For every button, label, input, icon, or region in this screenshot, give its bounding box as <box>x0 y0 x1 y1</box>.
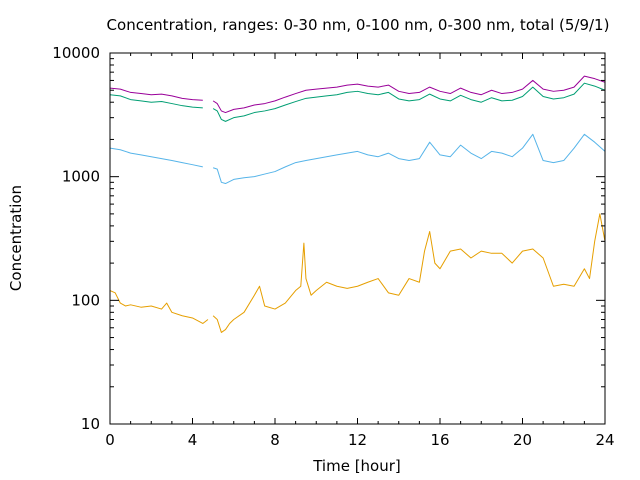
x-tick-label: 8 <box>270 431 280 449</box>
x-tick-label: 0 <box>105 431 115 449</box>
series-line-3 <box>109 133 606 185</box>
x-axis: 0 4 8 12 16 20 24 <box>105 53 615 449</box>
chart-title: Concentration, ranges: 0-30 nm, 0-100 nm… <box>107 16 610 34</box>
x-tick-label: 12 <box>348 431 367 449</box>
x-tick-label: 20 <box>513 431 532 449</box>
series-line-1 <box>109 75 606 114</box>
y-tick-label: 10000 <box>52 44 100 62</box>
x-axis-label: Time [hour] <box>312 457 401 475</box>
plot-frame <box>109 52 606 425</box>
series-line-2 <box>109 82 606 122</box>
y-axis: 10 100 1000 10000 <box>52 44 605 433</box>
series-layer <box>109 75 606 333</box>
y-axis-label: Concentration <box>7 185 25 291</box>
y-tick-label: 10 <box>81 415 100 433</box>
y-tick-label: 1000 <box>62 168 100 186</box>
y-tick-label: 100 <box>71 291 100 309</box>
x-tick-label: 16 <box>430 431 449 449</box>
x-tick-label: 4 <box>188 431 198 449</box>
x-tick-label: 24 <box>595 431 614 449</box>
series-line-4 <box>109 213 606 333</box>
